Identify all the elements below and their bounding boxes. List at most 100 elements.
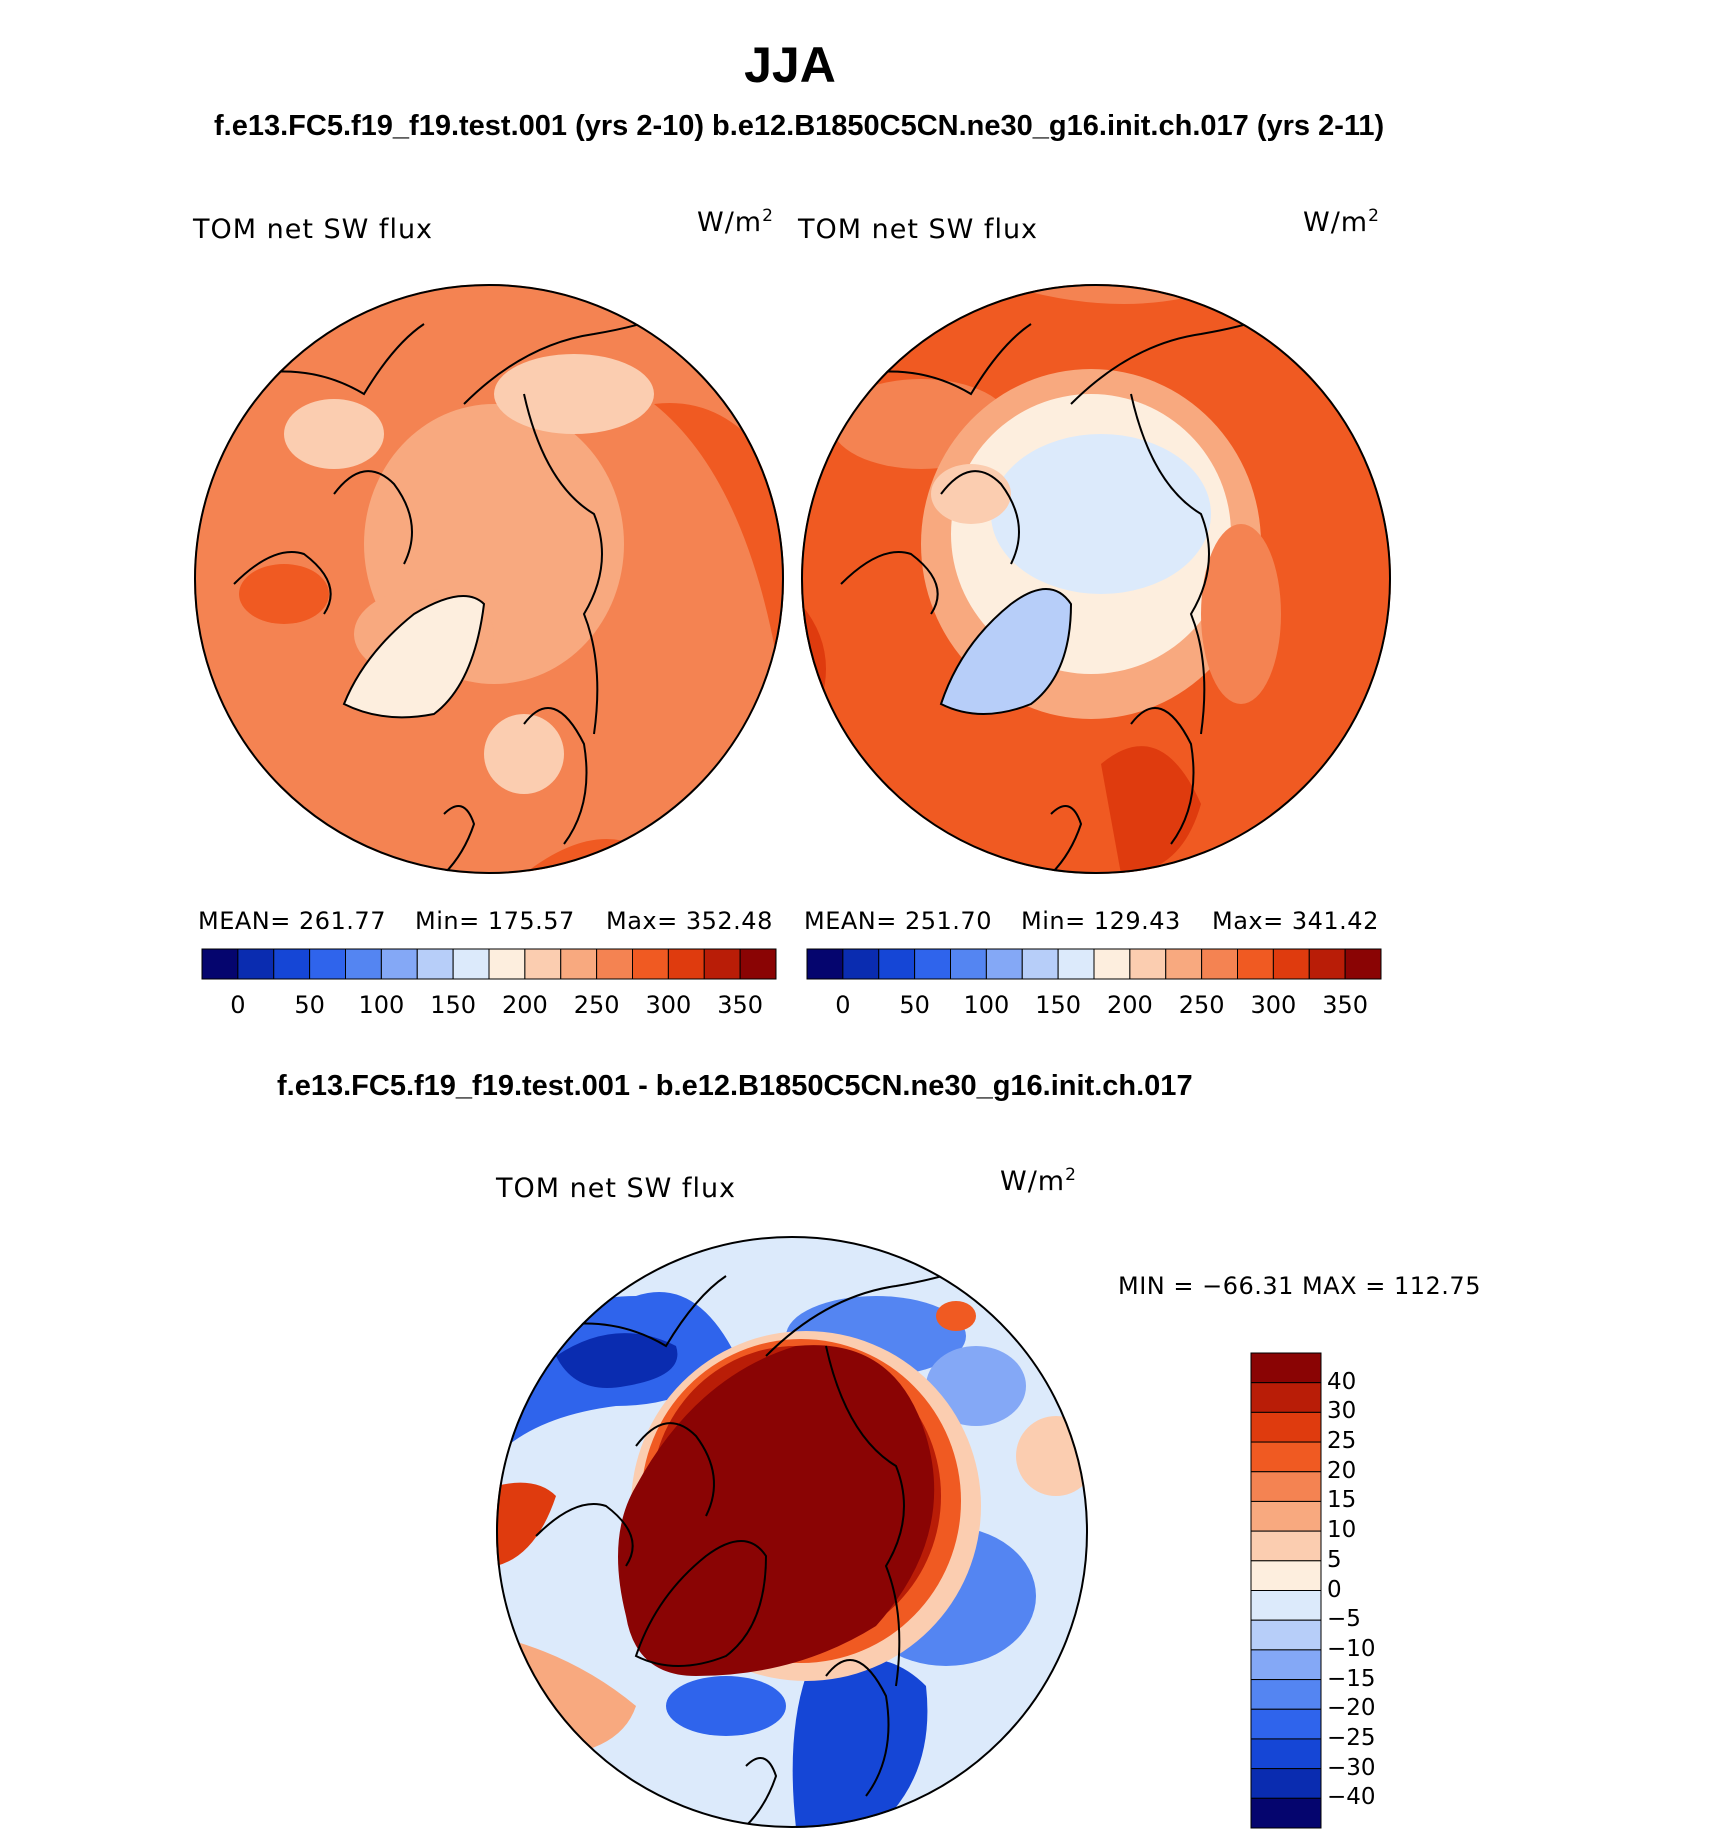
colorbar-swatch (806, 948, 844, 980)
panel2-min: Min= 129.43 (1021, 907, 1181, 935)
colorbar-swatch (1250, 1797, 1322, 1829)
colorbar-swatch (739, 948, 777, 980)
colorbar-swatch (1250, 1619, 1322, 1651)
colorbar-tick-label: 50 (899, 991, 930, 1019)
colorbar-swatch (878, 948, 916, 980)
colorbar-swatch (632, 948, 669, 980)
right-case-label: b.e12.B1850C5CN.ne30_g16.init.ch.017 (yr… (712, 110, 1385, 142)
colorbar-swatch (1250, 1679, 1322, 1710)
panel3-variable-label: TOM net SW flux (496, 1173, 737, 1204)
colorbar-tick-label: −15 (1327, 1665, 1376, 1692)
colorbar-swatch (1250, 1382, 1322, 1413)
colorbar-tick-label: −25 (1327, 1724, 1376, 1751)
colorbar-tick-label: 0 (835, 991, 851, 1019)
panel2-polar-map (801, 284, 1391, 874)
colorbar-tick-label: 100 (963, 991, 1010, 1019)
colorbar-swatch (452, 948, 490, 980)
panel2-variable-label: TOM net SW flux (798, 214, 1039, 245)
colorbar-tick-label: 300 (1250, 991, 1297, 1019)
colorbar-swatch (1250, 1530, 1322, 1562)
colorbar-tick-label: 350 (1322, 991, 1369, 1019)
left-case-label: f.e13.FC5.f19_f19.test.001 (yrs 2-10) (214, 110, 705, 142)
colorbar-swatch (1057, 948, 1095, 980)
colorbar-swatch (380, 948, 418, 980)
panel1-min: Min= 175.57 (415, 907, 575, 935)
difference-title: f.e13.FC5.f19_f19.test.001 - b.e12.B1850… (277, 1070, 1193, 1102)
colorbar-tick-label: −10 (1327, 1635, 1376, 1662)
panel2-max: Max= 341.42 (1212, 907, 1379, 935)
colorbar-swatch (667, 948, 705, 980)
colorbar-swatch (1129, 948, 1167, 980)
colorbar-tick-label: 30 (1327, 1398, 1357, 1425)
season-title: JJA (744, 37, 836, 93)
colorbar-tick-label: 200 (501, 991, 548, 1019)
colorbar-swatch (1165, 948, 1203, 980)
colorbar-swatch (1250, 1590, 1322, 1621)
colorbar-tick-label: 300 (645, 991, 692, 1019)
panel2-colorbar (806, 948, 1382, 980)
colorbar-swatch (524, 948, 562, 980)
colorbar-tick-label: 100 (358, 991, 405, 1019)
colorbar-swatch (842, 948, 880, 980)
colorbar-swatch (1250, 1500, 1322, 1532)
panel1-max: Max= 352.48 (606, 907, 773, 935)
colorbar-tick-label: 5 (1327, 1546, 1342, 1573)
colorbar-swatch (1250, 1560, 1322, 1591)
colorbar-tick-label: 10 (1327, 1517, 1357, 1544)
colorbar-tick-label: 350 (717, 991, 764, 1019)
colorbar-swatch (273, 948, 311, 980)
colorbar-swatch (416, 948, 454, 980)
colorbar-tick-label: 25 (1327, 1428, 1357, 1455)
colorbar-tick-label: 0 (1327, 1576, 1342, 1603)
colorbar-swatch (703, 948, 741, 980)
colorbar-swatch (1250, 1708, 1322, 1740)
colorbar-swatch (237, 948, 275, 980)
colorbar-tick-label: 150 (430, 991, 477, 1019)
colorbar-tick-label: 15 (1327, 1487, 1357, 1514)
colorbar-swatch (914, 948, 951, 980)
colorbar-swatch (1250, 1352, 1322, 1384)
colorbar-tick-label: 0 (230, 991, 246, 1019)
panel2-units-label: W/m2 (1303, 206, 1380, 238)
colorbar-tick-label: 200 (1106, 991, 1153, 1019)
colorbar-swatch (488, 948, 526, 980)
colorbar-swatch (201, 948, 239, 980)
panel1-variable-label: TOM net SW flux (193, 214, 434, 245)
colorbar-tick-label: −5 (1327, 1606, 1361, 1633)
colorbar-tick-label: 250 (573, 991, 620, 1019)
colorbar-tick-label: 50 (294, 991, 325, 1019)
colorbar-swatch (1093, 948, 1131, 980)
colorbar-swatch (950, 948, 987, 980)
colorbar-swatch (596, 948, 633, 980)
colorbar-swatch (1250, 1411, 1322, 1443)
colorbar-swatch (1250, 1768, 1322, 1799)
colorbar-swatch (345, 948, 382, 980)
colorbar-tick-label: −20 (1327, 1695, 1376, 1722)
colorbar-swatch (1201, 948, 1238, 980)
colorbar-swatch (1308, 948, 1346, 980)
colorbar-tick-label: 20 (1327, 1457, 1357, 1484)
panel3-units-label: W/m2 (1000, 1165, 1077, 1197)
panel2-mean: MEAN= 251.70 (804, 907, 992, 935)
panel1-colorbar (201, 948, 777, 980)
colorbar-swatch (985, 948, 1023, 980)
panel3-colorbar (1250, 1352, 1322, 1829)
colorbar-swatch (1250, 1738, 1322, 1770)
colorbar-tick-label: 40 (1327, 1368, 1357, 1395)
panel1-mean: MEAN= 261.77 (198, 907, 386, 935)
colorbar-tick-label: −40 (1327, 1784, 1376, 1811)
colorbar-swatch (309, 948, 346, 980)
colorbar-tick-label: −30 (1327, 1754, 1376, 1781)
colorbar-swatch (1237, 948, 1274, 980)
colorbar-swatch (560, 948, 598, 980)
colorbar-swatch (1021, 948, 1059, 980)
colorbar-swatch (1272, 948, 1310, 980)
colorbar-tick-label: 150 (1035, 991, 1082, 1019)
colorbar-tick-label: 250 (1178, 991, 1225, 1019)
colorbar-swatch (1250, 1471, 1322, 1502)
panel3-difference-map (496, 1236, 1088, 1828)
panel1-units-label: W/m2 (697, 206, 774, 238)
colorbar-swatch (1250, 1649, 1322, 1681)
panel1-polar-map (194, 284, 784, 874)
difference-min-max: MIN = −66.31 MAX = 112.75 (1118, 1272, 1481, 1300)
